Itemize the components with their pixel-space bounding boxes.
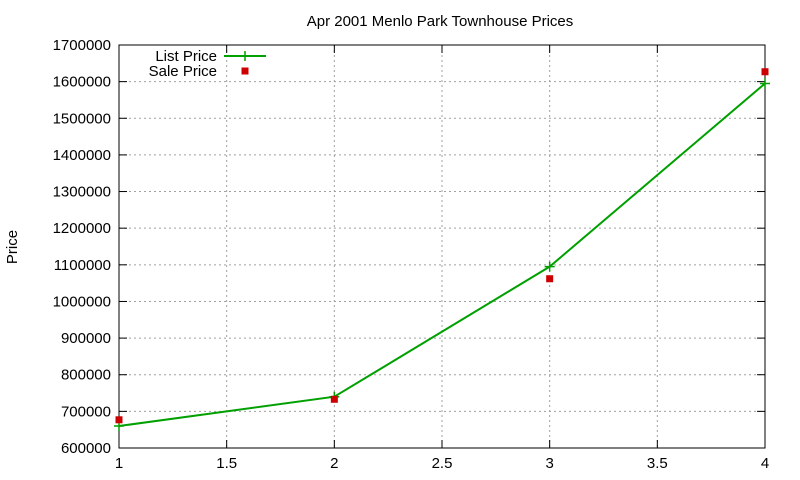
chart-title: Apr 2001 Menlo Park Townhouse Prices <box>307 13 574 30</box>
x-tick-label: 3.5 <box>647 455 668 472</box>
data-point-sale-price <box>546 275 554 283</box>
series-sale-price <box>115 68 769 424</box>
series-group <box>114 68 770 432</box>
y-tick-label: 1500000 <box>53 110 111 127</box>
legend-label-sale-price: Sale Price <box>149 63 217 80</box>
y-axis-label: Price <box>4 230 21 264</box>
legend-marker-list-price <box>240 51 250 61</box>
data-point-sale-price <box>115 416 123 424</box>
grid-lines <box>119 45 765 448</box>
series-line-list-price <box>118 82 766 428</box>
legend: List Price Sale Price <box>149 48 266 80</box>
y-axis-tick-labels: 600000 700000 800000 900000 1000000 1100000 12… <box>53 37 111 457</box>
x-axis-tick-labels: 1 1.5 2 2.5 3 3.5 4 <box>115 455 769 472</box>
y-tick-label: 700000 <box>61 403 111 420</box>
data-point-sale-price <box>761 68 769 76</box>
x-tick-label: 2.5 <box>432 455 453 472</box>
x-tick-label: 2 <box>330 455 338 472</box>
data-point-sale-price <box>330 395 338 403</box>
x-tick-label: 1.5 <box>216 455 237 472</box>
y-tick-label: 1000000 <box>53 293 111 310</box>
legend-label-list-price: List Price <box>155 48 217 65</box>
y-tick-label: 1600000 <box>53 74 111 91</box>
y-tick-label: 1700000 <box>53 37 111 54</box>
y-tick-label: 1400000 <box>53 147 111 164</box>
y-tick-label: 800000 <box>61 367 111 384</box>
x-tick-label: 1 <box>115 455 123 472</box>
legend-marker-sale-price <box>241 67 249 75</box>
y-tick-label: 1300000 <box>53 184 111 201</box>
axis-ticks <box>118 44 766 449</box>
x-tick-label: 3 <box>545 455 553 472</box>
y-tick-label: 900000 <box>61 330 111 347</box>
y-tick-label: 1200000 <box>53 220 111 237</box>
data-point-list-price <box>544 261 555 272</box>
x-tick-label: 4 <box>761 455 769 472</box>
y-tick-label: 600000 <box>61 440 111 457</box>
y-tick-label: 1100000 <box>54 257 111 274</box>
data-point-list-price <box>760 78 770 89</box>
